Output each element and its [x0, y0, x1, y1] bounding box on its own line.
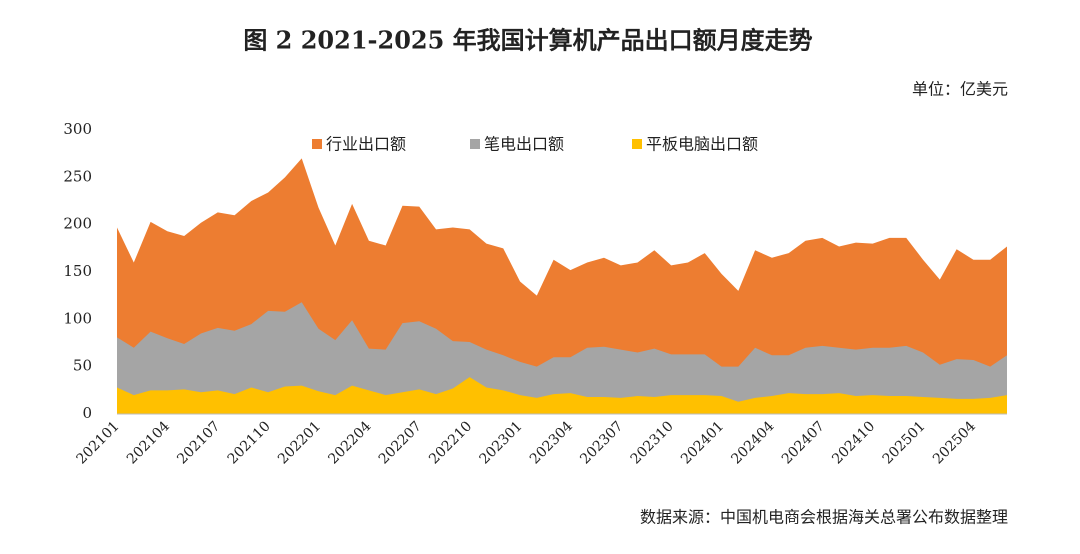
x-tick-label: 202401: [678, 418, 727, 467]
x-tick-label: 202210: [426, 418, 475, 467]
area: [117, 377, 1007, 414]
x-tick-label: 202304: [527, 418, 576, 467]
x-tick-label: 202307: [577, 418, 626, 467]
legend-label: 平板电脑出口额: [646, 135, 758, 154]
y-tick-label: 250: [63, 167, 92, 185]
x-tick-label: 202201: [275, 418, 324, 467]
x-tick-label: 202107: [174, 418, 223, 467]
legend-swatch: [632, 139, 642, 149]
x-tick-label: 202110: [225, 418, 274, 467]
y-tick-label: 100: [63, 309, 92, 327]
unit-label: 单位：亿美元: [912, 80, 1008, 99]
x-tick-label: 202504: [930, 418, 979, 467]
y-tick-label: 50: [73, 357, 92, 375]
legend-label: 笔电出口额: [484, 135, 564, 154]
y-tick-label: 300: [63, 120, 92, 138]
x-tick-label: 202407: [779, 418, 828, 467]
x-tick-label: 202301: [477, 418, 526, 467]
legend-swatch: [470, 139, 480, 149]
x-tick-label: 202104: [124, 418, 173, 467]
x-tick-label: 202204: [325, 418, 374, 467]
x-tick-label: 202101: [74, 418, 123, 467]
x-tick-label: 202404: [728, 418, 777, 467]
y-tick-label: 200: [63, 215, 92, 233]
area: [117, 302, 1007, 414]
x-tick-label: 202410: [829, 418, 878, 467]
y-tick-label: 0: [82, 404, 92, 422]
chart-title: 图 2 2021-2025 年我国计算机产品出口额月度走势: [243, 26, 812, 55]
x-tick-label: 202501: [880, 418, 929, 467]
x-tick-label: 202310: [628, 418, 677, 467]
x-tick-label: 202207: [376, 418, 425, 467]
legend-label: 行业出口额: [326, 135, 406, 154]
y-tick-label: 150: [63, 262, 92, 280]
legend-swatch: [312, 139, 322, 149]
source-note: 数据来源：中国机电商会根据海关总署公布数据整理: [640, 508, 1008, 527]
